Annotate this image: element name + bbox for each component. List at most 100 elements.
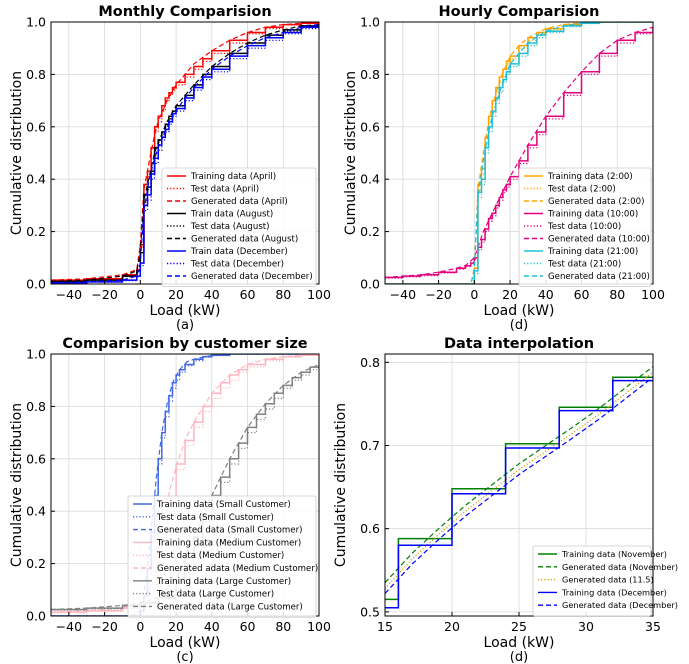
x-tick-label: 35 <box>645 619 661 634</box>
x-tick-label: −40 <box>56 619 82 634</box>
legend-entry-label: Training data (10:00) <box>547 210 638 220</box>
legend-entry-label: Generated data (21:00) <box>548 272 650 282</box>
y-tick-label: 0.5 <box>360 604 380 619</box>
legend-entry-label: Training data (December) <box>561 587 667 597</box>
y-tick-label: 0.8 <box>360 67 380 82</box>
y-tick-label: 0.2 <box>360 224 380 239</box>
legend-entry-label: Training data (2:00) <box>547 172 633 182</box>
legend-entry-label: Training data (Medium Customer) <box>156 538 301 548</box>
y-tick-label: 0.4 <box>360 172 380 187</box>
y-tick-label: 0.6 <box>360 119 380 134</box>
y-tick-label: 0.4 <box>26 172 46 187</box>
chart-panel-2: −40 −20 0 20 40 60 80 100 0.0 0.2 0.4 0.6 0.8 1.0 Hour… <box>343 4 665 333</box>
chart-panel-4: 15 20 25 30 35 0.5 0.6 0.7 0.8 Data interpolation… <box>333 336 678 664</box>
y-tick-label: 0.0 <box>360 277 380 292</box>
x-tick-label: 40 <box>538 287 554 302</box>
legend-entry-label: Generated data (August) <box>191 235 298 245</box>
legend-entry-label: Train data (December) <box>190 247 288 257</box>
legend-entry-label: Test data (April) <box>190 185 259 195</box>
x-tick-label: 60 <box>240 287 256 302</box>
y-tick-label: 1.0 <box>360 15 380 30</box>
chart-title: Monthly Comparision <box>98 4 271 20</box>
legend-entry-label: Generated data (November) <box>562 562 678 572</box>
x-tick-label: −40 <box>56 287 82 302</box>
legend-entry-label: Generated data (April) <box>191 197 288 207</box>
legend-entry-label: Generated data (Large Customer) <box>157 602 303 612</box>
x-tick-label: 40 <box>204 619 220 634</box>
x-tick-label: 0 <box>136 287 144 302</box>
panel-caption: (d) <box>510 650 528 664</box>
y-axis-label: Cumulative distribution <box>333 403 349 567</box>
y-axis-label: Cumulative distribution <box>9 403 25 567</box>
legend-entry-label: Test data (Medium Customer) <box>156 551 284 561</box>
legend-entry-label: Generated data (Small Customer) <box>157 526 302 536</box>
legend-entry-label: Generated data (11.5) <box>562 575 654 585</box>
legend-entry-label: Test data (Large Customer) <box>156 590 274 600</box>
legend-entry-label: Train data (August) <box>190 210 273 220</box>
x-tick-label: 0 <box>136 619 144 634</box>
x-tick-label: 20 <box>502 287 518 302</box>
legend-entry-label: Generated data (10:00) <box>548 235 650 245</box>
legend-entry-label: Test data (2:00) <box>547 185 616 195</box>
legend-entry-label: Test data (21:00) <box>547 260 621 270</box>
legend-entry-label: Training data (21:00) <box>547 247 638 257</box>
x-tick-label: −20 <box>425 287 451 302</box>
legend-entry-label: Training data (April) <box>190 172 276 182</box>
chart-panel-1: −40 −20 0 20 40 60 80 100 0.0 0.2 0.4 0.6 0.8 1.0 Mont… <box>9 4 331 333</box>
y-tick-label: 1.0 <box>26 15 46 30</box>
x-tick-label: 80 <box>609 287 625 302</box>
panel-caption: (d) <box>510 318 528 333</box>
x-tick-label: 15 <box>377 619 393 634</box>
y-axis-label: Cumulative distribution <box>9 71 25 235</box>
x-tick-label: 100 <box>307 619 331 634</box>
x-tick-label: −20 <box>91 287 117 302</box>
x-axis-label: Load (kW) <box>484 303 555 319</box>
panel-caption: (c) <box>176 650 193 664</box>
x-tick-label: 40 <box>204 287 220 302</box>
legend-entry-label: Training data (Large Customer) <box>156 577 291 587</box>
y-tick-label: 0.0 <box>26 277 46 292</box>
legend-entry-label: Generated data (December) <box>562 600 678 610</box>
x-axis-label: Load (kW) <box>150 635 221 651</box>
panel-caption: (a) <box>176 318 194 333</box>
x-axis-label: Load (kW) <box>484 635 555 651</box>
legend: Training data (April) Test data (April) Ge… <box>162 168 316 287</box>
x-tick-label: 20 <box>444 619 460 634</box>
chart-title: Data interpolation <box>444 336 594 352</box>
x-tick-label: 100 <box>307 287 331 302</box>
x-tick-label: 80 <box>275 287 291 302</box>
x-tick-label: 0 <box>470 287 478 302</box>
y-tick-label: 0.2 <box>26 224 46 239</box>
x-tick-label: 60 <box>240 619 256 634</box>
x-tick-label: 80 <box>275 619 291 634</box>
x-tick-label: 25 <box>511 619 527 634</box>
legend: Training data (2:00) Test data (2:00) Gene… <box>519 168 651 287</box>
legend-entry-label: Test data (December) <box>190 260 284 270</box>
y-tick-label: 0.6 <box>360 521 380 536</box>
y-tick-label: 0.2 <box>26 556 46 571</box>
legend-entry-label: Test data (August) <box>190 222 270 232</box>
x-axis-label: Load (kW) <box>150 303 221 319</box>
legend: Training data (Small Customer) Test data … <box>128 496 318 617</box>
legend-entry-label: Generated data (2:00) <box>548 197 644 207</box>
x-tick-label: −40 <box>390 287 416 302</box>
legend-entry-label: Training data (November) <box>561 549 667 559</box>
x-tick-label: 100 <box>641 287 665 302</box>
legend: Training data (November) Generated data (… <box>533 546 678 616</box>
y-tick-label: 0.0 <box>26 609 46 624</box>
chart-title: Comparision by customer size <box>62 336 307 352</box>
y-tick-label: 0.8 <box>26 399 46 414</box>
legend-entry-label: Test data (Small Customer) <box>156 513 274 523</box>
chart-title: Hourly Comparision <box>439 4 600 20</box>
y-tick-label: 0.6 <box>26 119 46 134</box>
x-tick-label: 60 <box>574 287 590 302</box>
x-tick-label: −20 <box>91 619 117 634</box>
y-tick-label: 0.8 <box>360 355 380 370</box>
y-axis-label: Cumulative distribution <box>343 71 359 235</box>
legend-entry-label: Generated data (December) <box>191 272 313 282</box>
legend-entry-label: Generated adata (Medium Customer) <box>157 564 318 574</box>
x-tick-label: 20 <box>168 619 184 634</box>
legend-entry-label: Training data (Small Customer) <box>156 500 291 510</box>
y-tick-label: 0.6 <box>26 451 46 466</box>
